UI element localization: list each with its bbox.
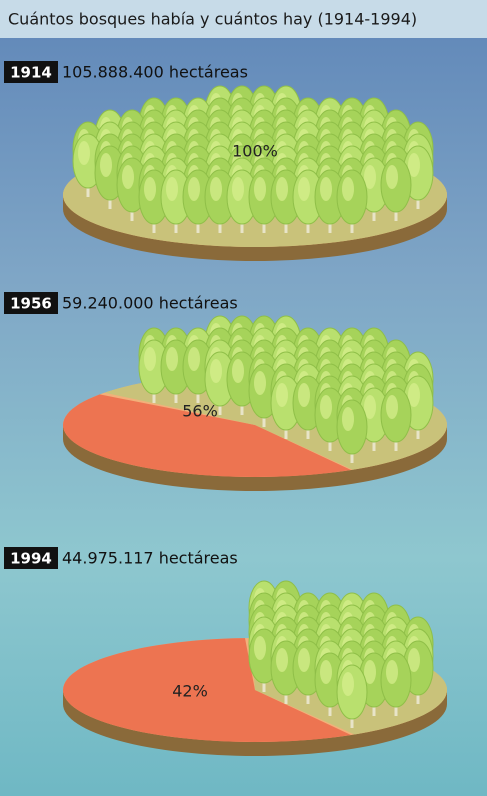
tree-highlight [144, 347, 156, 371]
tree-highlight [298, 648, 310, 672]
tree-highlight [342, 177, 354, 201]
tree-highlight [232, 177, 244, 201]
chart: Cuántos bosques había y cuántos hay (191… [0, 0, 487, 796]
tree-highlight [210, 359, 222, 383]
tree-highlight [254, 177, 266, 201]
tree-highlight [276, 383, 288, 407]
tree-highlight [320, 660, 332, 684]
value-label: 100% [232, 142, 278, 161]
tree-highlight [342, 672, 354, 696]
tree-highlight [210, 177, 222, 201]
tree-highlight [254, 636, 266, 660]
tree-highlight [78, 141, 90, 165]
tree-highlight [386, 660, 398, 684]
tree-highlight [386, 165, 398, 189]
tree-highlight [276, 177, 288, 201]
tree-highlight [320, 177, 332, 201]
area-label: 59.240.000 hectáreas [62, 294, 238, 313]
tree-highlight [232, 359, 244, 383]
tree-highlight [188, 347, 200, 371]
area-label: 44.975.117 hectáreas [62, 549, 238, 568]
tree-highlight [166, 347, 178, 371]
tree-highlight [166, 177, 178, 201]
value-label: 56% [182, 402, 218, 421]
tree-highlight [386, 395, 398, 419]
tree-highlight [276, 648, 288, 672]
tree-highlight [342, 407, 354, 431]
tree-highlight [100, 153, 112, 177]
tree-highlight [320, 395, 332, 419]
year-label: 1914 [10, 64, 52, 82]
tree-highlight [144, 177, 156, 201]
chart-title: Cuántos bosques había y cuántos hay (191… [8, 10, 417, 29]
tree-highlight [188, 177, 200, 201]
area-label: 105.888.400 hectáreas [62, 63, 248, 82]
year-label: 1956 [10, 295, 52, 313]
tree-highlight [254, 371, 266, 395]
year-label: 1994 [10, 550, 52, 568]
tree-highlight [298, 177, 310, 201]
tree-highlight [122, 165, 134, 189]
tree-highlight [298, 383, 310, 407]
value-label: 42% [172, 682, 208, 701]
